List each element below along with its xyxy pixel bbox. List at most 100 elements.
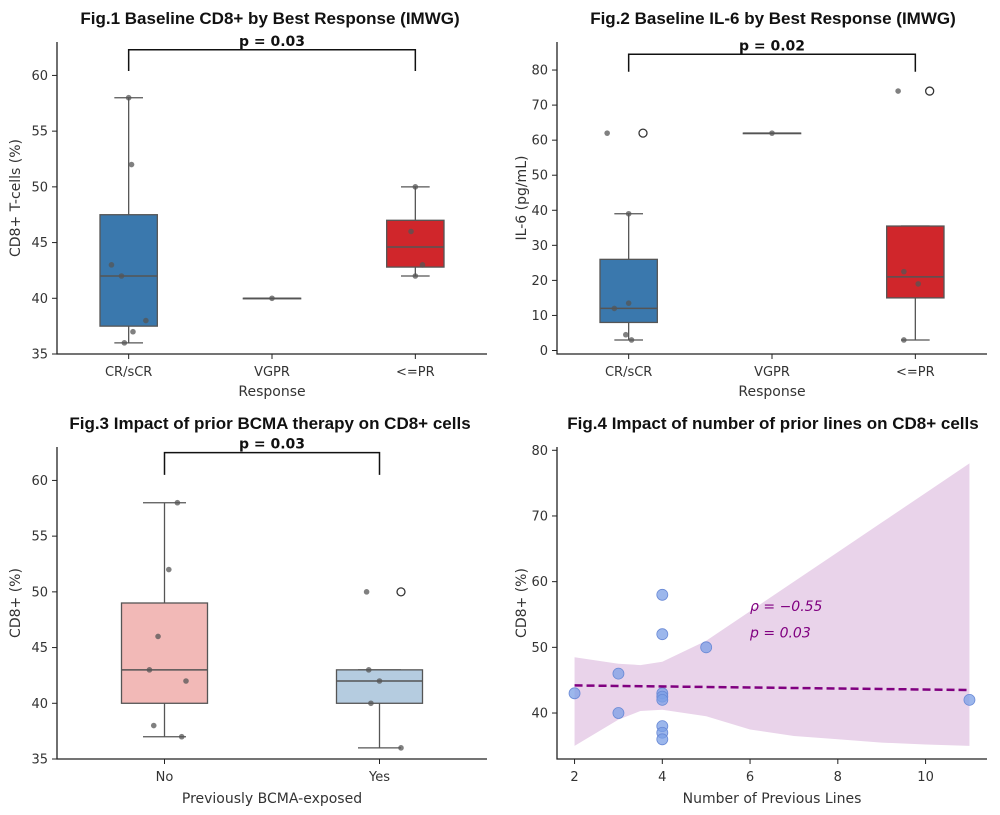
data-point (915, 281, 921, 287)
data-point (183, 678, 189, 684)
data-point (365, 667, 372, 673)
x-tick-label: 4 (658, 770, 666, 785)
data-point (363, 589, 370, 595)
y-tick-label: 30 (531, 239, 548, 254)
y-tick-label: 60 (31, 474, 48, 489)
y-tick-label: 55 (31, 125, 48, 140)
x-tick-label: <=PR (396, 365, 435, 380)
x-tick-label: 10 (917, 770, 934, 785)
box-body (886, 225, 945, 299)
scatter-point (963, 693, 976, 706)
data-point (269, 295, 275, 302)
data-point (146, 667, 153, 673)
y-axis-label: CD8+ (%) (514, 568, 530, 638)
box-body (120, 602, 209, 704)
significance-label: p = 0.03 (239, 437, 305, 453)
x-tick-label: 6 (746, 770, 754, 785)
x-axis-label: Response (238, 384, 305, 400)
significance-bracket (163, 451, 381, 475)
box-body (335, 669, 424, 704)
y-tick-label: 70 (531, 509, 548, 524)
chart-title: Fig.3 Impact of prior BCMA therapy on CD… (69, 414, 470, 433)
y-axis-label: CD8+ T-cells (%) (8, 139, 24, 257)
x-tick-label: VGPR (754, 365, 790, 380)
p-annotation: p = 0.03 (749, 625, 811, 641)
y-tick-label: 60 (531, 575, 548, 590)
scatter-point (656, 693, 669, 706)
y-tick-label: 80 (531, 444, 548, 459)
panel-fig2: Fig.2 Baseline IL-6 by Best Response (IM… (514, 9, 987, 400)
data-point (901, 337, 907, 343)
data-point (121, 340, 128, 346)
box-flier (925, 86, 935, 96)
panel-fig3: Fig.3 Impact of prior BCMA therapy on CD… (8, 414, 487, 807)
axis-spines (556, 447, 987, 760)
data-point (895, 88, 901, 94)
scatter-point (656, 733, 669, 746)
significance-bracket (127, 49, 417, 71)
data-point (125, 94, 132, 101)
y-tick-label: 0 (540, 344, 548, 359)
y-tick-label: 50 (531, 169, 548, 184)
scatter-point (612, 707, 625, 719)
data-point (398, 745, 404, 751)
axis-spines (556, 42, 987, 355)
y-tick-label: 35 (31, 348, 48, 363)
x-tick-label: No (156, 770, 174, 785)
data-point (143, 317, 149, 324)
y-tick-label: 35 (31, 753, 48, 768)
data-point (130, 328, 136, 335)
significance-label: p = 0.02 (739, 38, 805, 54)
confidence-band (574, 463, 970, 746)
y-tick-label: 50 (31, 585, 48, 600)
box-body (99, 214, 158, 327)
regression-line (574, 684, 970, 692)
y-tick-label: 45 (31, 641, 48, 656)
scatter-point (568, 687, 581, 700)
x-tick-label: Yes (368, 770, 390, 785)
y-tick-label: 60 (531, 134, 548, 149)
x-axis-label: Response (738, 384, 805, 400)
y-tick-label: 80 (531, 64, 548, 79)
data-point (155, 633, 161, 640)
data-point (412, 273, 419, 279)
y-tick-label: 10 (531, 309, 548, 324)
data-point (376, 678, 383, 684)
data-point (178, 733, 185, 740)
x-axis-label: Number of Previous Lines (683, 791, 862, 807)
y-tick-label: 45 (31, 236, 48, 251)
data-point (901, 268, 907, 275)
data-point (604, 130, 610, 136)
data-point (412, 184, 419, 190)
data-point (128, 161, 135, 168)
box-flier (396, 587, 406, 597)
data-point (419, 262, 426, 268)
scatter-point (612, 667, 625, 680)
chart-title: Fig.4 Impact of number of prior lines on… (567, 414, 978, 433)
box-body (599, 258, 658, 324)
data-point (623, 331, 629, 338)
y-tick-label: 50 (531, 641, 548, 656)
data-point (108, 262, 115, 268)
box-flier (638, 128, 648, 138)
chart-title: Fig.1 Baseline CD8+ by Best Response (IM… (80, 9, 459, 28)
y-axis-label: CD8+ (%) (8, 568, 24, 638)
scatter-point (700, 641, 713, 654)
x-tick-label: 2 (570, 770, 578, 785)
y-tick-label: 70 (531, 99, 548, 114)
data-point (625, 300, 632, 306)
scatter-point (656, 628, 669, 641)
chart-title: Fig.2 Baseline IL-6 by Best Response (IM… (590, 9, 956, 28)
data-point (150, 722, 157, 729)
significance-label: p = 0.03 (239, 34, 305, 50)
y-tick-label: 20 (531, 274, 548, 289)
y-tick-label: 40 (31, 292, 48, 307)
y-tick-label: 60 (31, 69, 48, 84)
data-point (166, 566, 172, 573)
x-tick-label: CR/sCR (105, 365, 152, 380)
y-tick-label: 40 (531, 204, 548, 219)
x-axis-label: Previously BCMA-exposed (182, 791, 362, 807)
x-tick-label: CR/sCR (605, 365, 652, 380)
x-tick-label: 8 (834, 770, 842, 785)
